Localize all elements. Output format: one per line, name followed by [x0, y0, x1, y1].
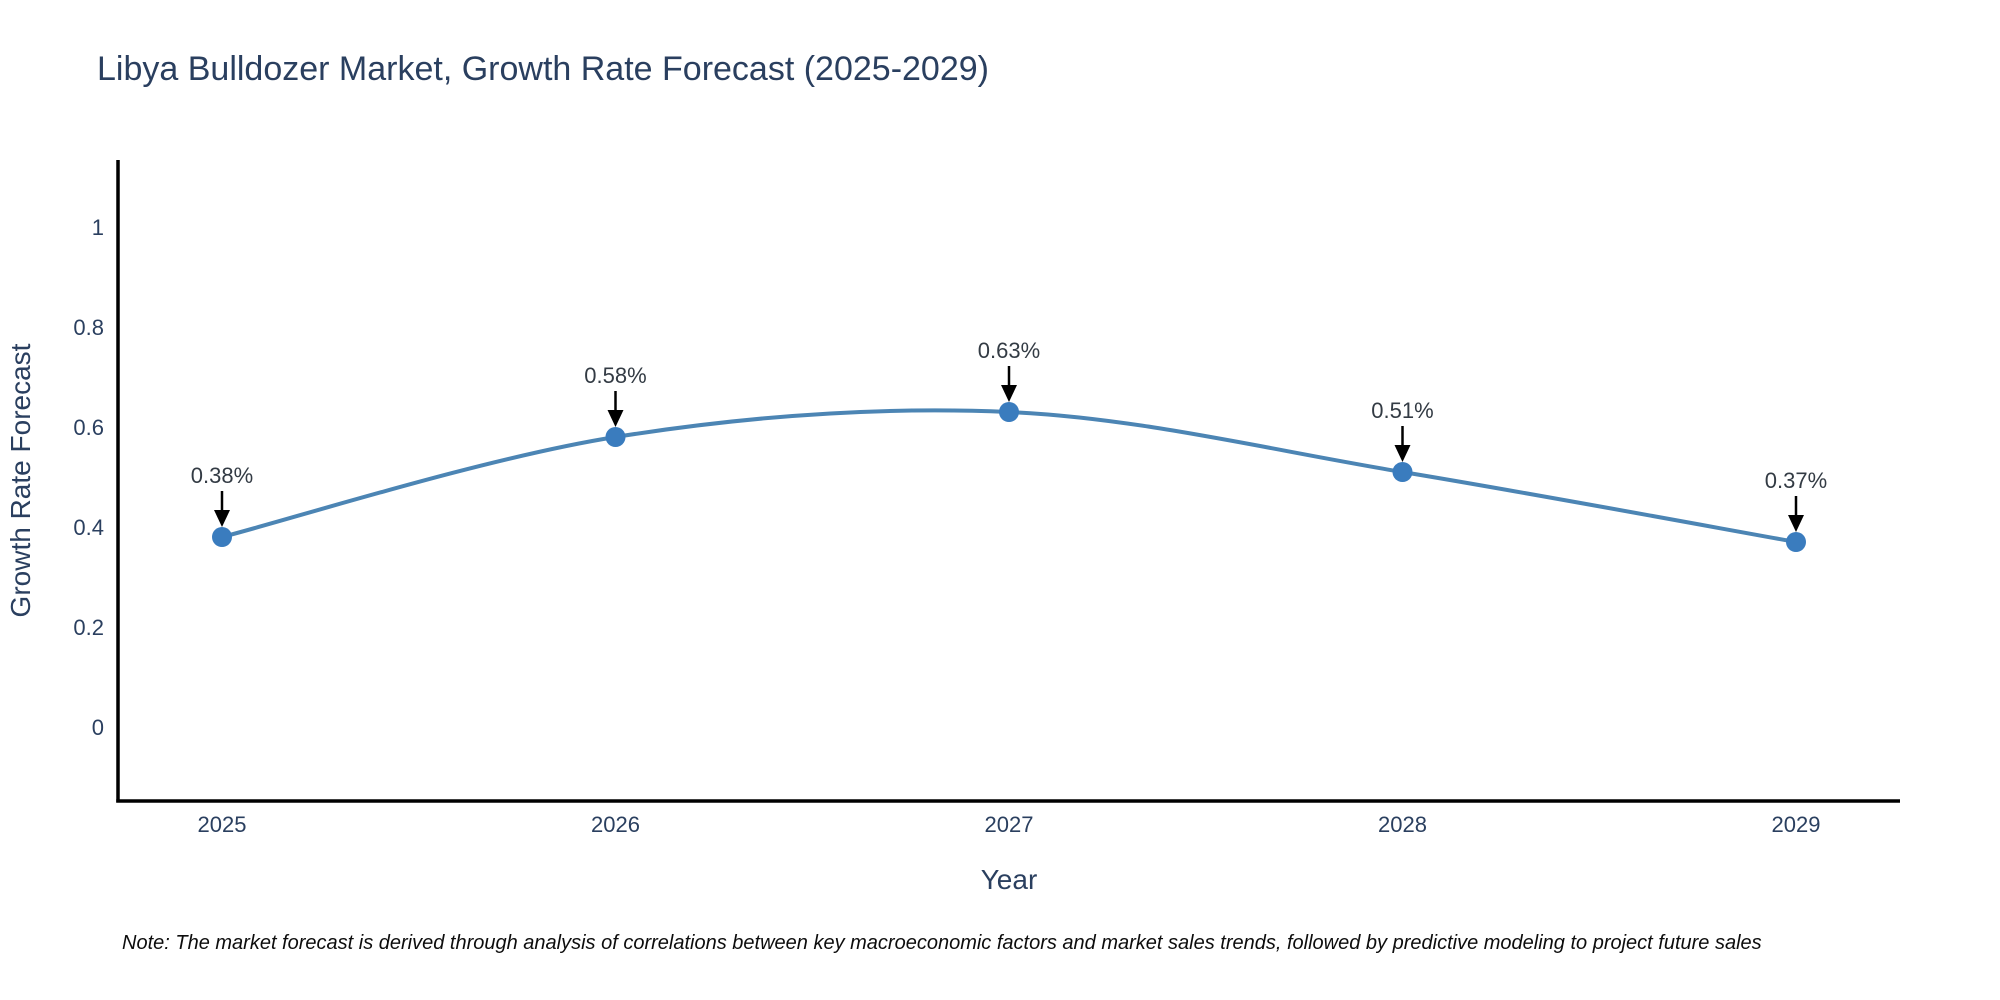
x-tick-label: 2026 — [591, 812, 640, 837]
data-point-marker-2029[interactable] — [1786, 532, 1806, 552]
y-tick-label: 0.6 — [73, 415, 104, 440]
y-tick-label: 0.4 — [73, 515, 104, 540]
data-point-label: 0.37% — [1765, 468, 1827, 493]
data-point-marker-2028[interactable] — [1392, 462, 1413, 482]
annotation-arrowhead-icon — [1788, 515, 1804, 532]
x-tick-label: 2028 — [1378, 812, 1427, 837]
annotation-arrowhead-icon — [607, 410, 624, 427]
data-point-label: 0.63% — [978, 338, 1040, 363]
annotation-arrowhead-icon — [214, 510, 230, 527]
forecast-line[interactable] — [221, 408, 1797, 544]
y-tick-label: 0 — [92, 715, 104, 740]
chart-title: Libya Bulldozer Market, Growth Rate Fore… — [97, 50, 989, 88]
y-tick-label: 1 — [92, 215, 104, 240]
data-point-marker-2026[interactable] — [605, 427, 626, 447]
annotation-arrowhead-icon — [1394, 445, 1411, 462]
x-axis-title: Year — [981, 864, 1038, 895]
data-point-label: 0.58% — [584, 363, 646, 388]
x-tick-label: 2029 — [1772, 812, 1821, 837]
x-tick-label: 2027 — [985, 812, 1034, 837]
data-point-label: 0.38% — [191, 463, 253, 488]
y-tick-label: 0.8 — [73, 315, 104, 340]
data-point-marker-2027[interactable] — [999, 402, 1019, 422]
data-point-label: 0.51% — [1371, 398, 1433, 423]
x-tick-label: 2025 — [198, 812, 247, 837]
chart-footnote: Note: The market forecast is derived thr… — [122, 932, 1762, 954]
y-axis-title: Growth Rate Forecast — [5, 343, 36, 617]
y-tick-label: 0.2 — [73, 615, 104, 640]
data-point-marker-2025[interactable] — [212, 527, 232, 547]
annotation-arrowhead-icon — [1001, 385, 1017, 402]
